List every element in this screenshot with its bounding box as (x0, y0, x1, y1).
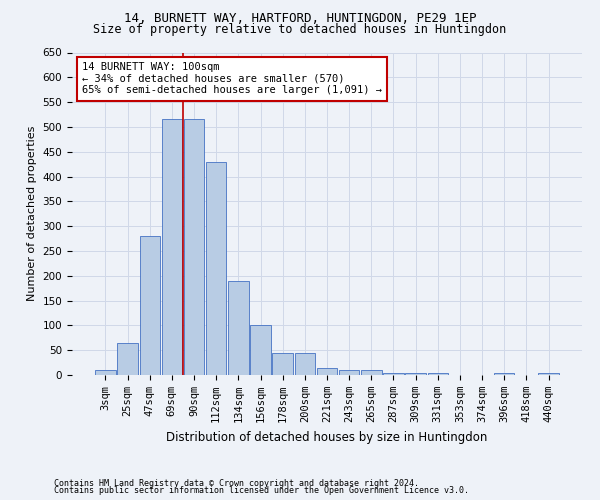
Text: Contains HM Land Registry data © Crown copyright and database right 2024.: Contains HM Land Registry data © Crown c… (54, 478, 419, 488)
Bar (206, 162, 226, 375)
Bar (317, 368, 337, 375)
X-axis label: Distribution of detached houses by size in Huntingdon: Distribution of detached houses by size … (166, 430, 488, 444)
Bar (383, 372, 404, 375)
Bar (228, 280, 248, 375)
Text: 14 BURNETT WAY: 100sqm
← 34% of detached houses are smaller (570)
65% of semi-de: 14 BURNETT WAY: 100sqm ← 34% of detached… (82, 62, 382, 96)
Y-axis label: Number of detached properties: Number of detached properties (27, 126, 37, 302)
Text: Size of property relative to detached houses in Huntingdon: Size of property relative to detached ho… (94, 24, 506, 36)
Text: 14, BURNETT WAY, HARTFORD, HUNTINGDON, PE29 1EP: 14, BURNETT WAY, HARTFORD, HUNTINGDON, P… (124, 12, 476, 26)
Bar (538, 372, 559, 375)
Bar (250, 326, 271, 375)
Bar (118, 343, 138, 375)
Bar (140, 236, 160, 375)
Text: Contains public sector information licensed under the Open Government Licence v3: Contains public sector information licen… (54, 486, 469, 495)
Bar (295, 352, 315, 375)
Bar (184, 120, 204, 375)
Bar (339, 370, 359, 375)
Bar (428, 372, 448, 375)
Bar (406, 372, 426, 375)
Bar (95, 370, 116, 375)
Bar (494, 372, 514, 375)
Bar (161, 120, 182, 375)
Bar (272, 352, 293, 375)
Bar (361, 370, 382, 375)
